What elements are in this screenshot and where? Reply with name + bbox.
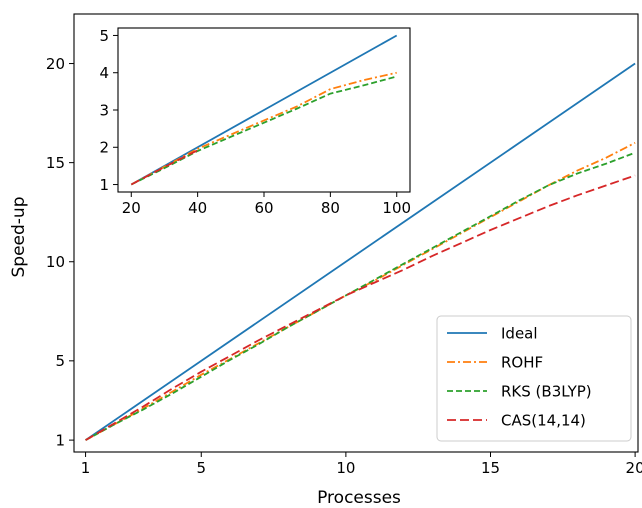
legend-label-cas-14-14: CAS(14,14) <box>501 412 586 430</box>
main-series-rks-b3lyp <box>85 151 636 441</box>
inset-plot: 20 40 60 80 100 1 2 3 4 5 <box>99 27 411 217</box>
inset-y-tick-label-4: 4 <box>99 64 109 82</box>
legend: Ideal ROHF RKS (B3LYP) CAS(14,14) <box>436 315 632 442</box>
inset-x-tick-label-60: 60 <box>254 199 273 217</box>
main-y-tick-label-5: 5 <box>55 352 65 370</box>
main-x-tick-label-5: 5 <box>196 459 206 477</box>
main-y-tick-label-1: 1 <box>55 432 65 450</box>
inset-y-tick-label-5: 5 <box>99 27 109 45</box>
x-axis-label: Processes <box>317 488 401 508</box>
inset-x-tick-label-80: 80 <box>321 199 340 217</box>
inset-x-tick-label-20: 20 <box>122 199 141 217</box>
y-axis-label: Speed-up <box>9 197 29 278</box>
legend-box <box>436 315 632 442</box>
main-series-ideal <box>85 62 636 441</box>
main-series-cas-14-14 <box>85 174 636 441</box>
main-x-tick-label-20: 20 <box>626 459 642 477</box>
main-y-tick-label-20: 20 <box>46 55 65 73</box>
legend-label-rks-b3lyp: RKS (B3LYP) <box>501 383 592 401</box>
legend-label-ideal: Ideal <box>501 325 538 343</box>
main-x-tick-label-15: 15 <box>481 459 500 477</box>
legend-label-rohf: ROHF <box>501 354 543 372</box>
main-y-tick-label-10: 10 <box>46 253 65 271</box>
inset-series-rks-b3lyp <box>130 75 397 186</box>
main-y-tick-label-15: 15 <box>46 154 65 172</box>
inset-axis-ticks: 20 40 60 80 100 1 2 3 4 5 <box>99 27 411 217</box>
inset-y-tick-label-2: 2 <box>99 139 109 157</box>
inset-series-rohf <box>130 71 397 186</box>
main-x-tick-label-1: 1 <box>81 459 91 477</box>
inset-x-tick-label-40: 40 <box>188 199 207 217</box>
main-x-tick-label-10: 10 <box>336 459 355 477</box>
inset-y-tick-label-1: 1 <box>99 176 109 194</box>
inset-x-tick-label-100: 100 <box>382 199 411 217</box>
inset-series-ideal <box>130 34 398 186</box>
inset-series-lines <box>130 34 398 186</box>
main-series-lines <box>85 62 636 441</box>
inset-y-tick-label-3: 3 <box>99 101 109 119</box>
